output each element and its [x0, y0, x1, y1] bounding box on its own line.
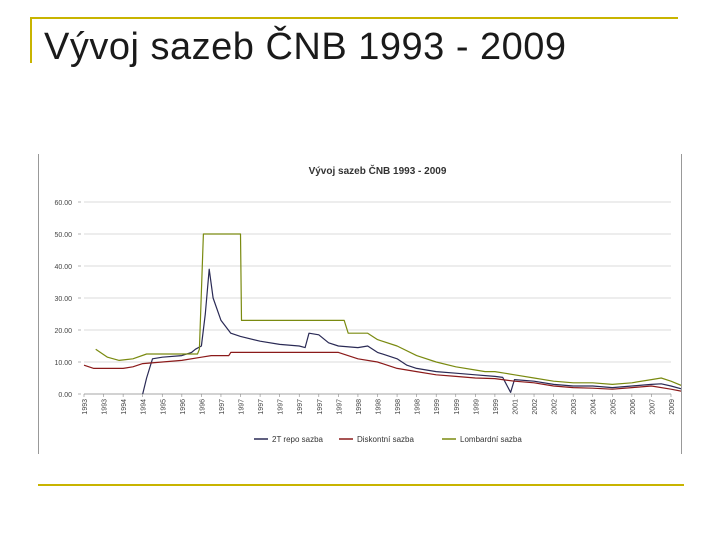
y-tick-label: 60.00 [54, 200, 72, 207]
x-tick-label: 1993 [82, 399, 89, 415]
x-tick-label: 2004 [591, 399, 598, 415]
x-tick-label: 1994 [121, 399, 128, 415]
chart-container: Vývoj sazeb ČNB 1993 - 2009 0.00 10.00 20.0… [38, 154, 683, 454]
x-tick-label: 1997 [219, 399, 226, 415]
y-tick-label: 10.00 [54, 360, 72, 367]
x-tick-label: 1993 [102, 399, 109, 415]
x-tick-label: 2005 [610, 399, 617, 415]
x-tick-label: 1997 [239, 399, 246, 415]
legend-label: Lombardní sazba [460, 435, 522, 444]
x-tick-label: 2009 [669, 399, 676, 415]
y-tick-label: 30.00 [54, 296, 72, 303]
y-tick-label: 40.00 [54, 264, 72, 271]
x-tick-label: 2002 [552, 399, 559, 415]
bottom-accent-line [38, 484, 684, 486]
x-tick-label: 1999 [493, 399, 500, 415]
x-tick-label: 1997 [297, 399, 304, 415]
left-accent-line [30, 17, 32, 63]
x-tick-label: 1998 [356, 399, 363, 415]
x-tick-label: 1997 [278, 399, 285, 415]
x-tick-label: 1997 [258, 399, 265, 415]
x-tick-label: 1999 [434, 399, 441, 415]
line-chart: Vývoj sazeb ČNB 1993 - 2009 0.00 10.00 20.0… [54, 164, 683, 444]
x-tick-label: 1998 [376, 399, 383, 415]
x-tick-label: 1999 [473, 399, 480, 415]
slide-title: Vývoj sazeb ČNB 1993 - 2009 [44, 26, 567, 68]
x-tick-label: 1996 [199, 399, 206, 415]
x-tick-label: 2007 [649, 399, 656, 415]
chart-title: Vývoj sazeb ČNB 1993 - 2009 [309, 164, 447, 177]
legend-label: Diskontní sazba [357, 435, 414, 444]
y-tick-label: 50.00 [54, 232, 72, 239]
series-line-3 [95, 233, 683, 387]
x-tick-label: 1998 [395, 399, 402, 415]
x-tick-label: 1994 [141, 399, 148, 415]
x-tick-label: 2003 [571, 399, 578, 415]
top-accent-line [30, 17, 678, 19]
x-tick-label: 1998 [415, 399, 422, 415]
x-tick-label: 1995 [160, 399, 167, 415]
x-tick-label: 2001 [512, 399, 519, 415]
x-tick-label: 2002 [532, 399, 539, 415]
y-tick-label: 20.00 [54, 328, 72, 335]
legend-label: 2T repo sazba [272, 435, 324, 444]
x-tick-label: 1996 [180, 399, 187, 415]
x-tick-label: 1997 [317, 399, 324, 415]
x-tick-label: 2006 [630, 399, 637, 415]
series-line-1 [142, 268, 683, 395]
series-line-2 [83, 351, 683, 392]
y-tick-label: 0.00 [58, 392, 72, 399]
x-tick-label: 1999 [454, 399, 461, 415]
x-tick-label: 1997 [336, 399, 343, 415]
